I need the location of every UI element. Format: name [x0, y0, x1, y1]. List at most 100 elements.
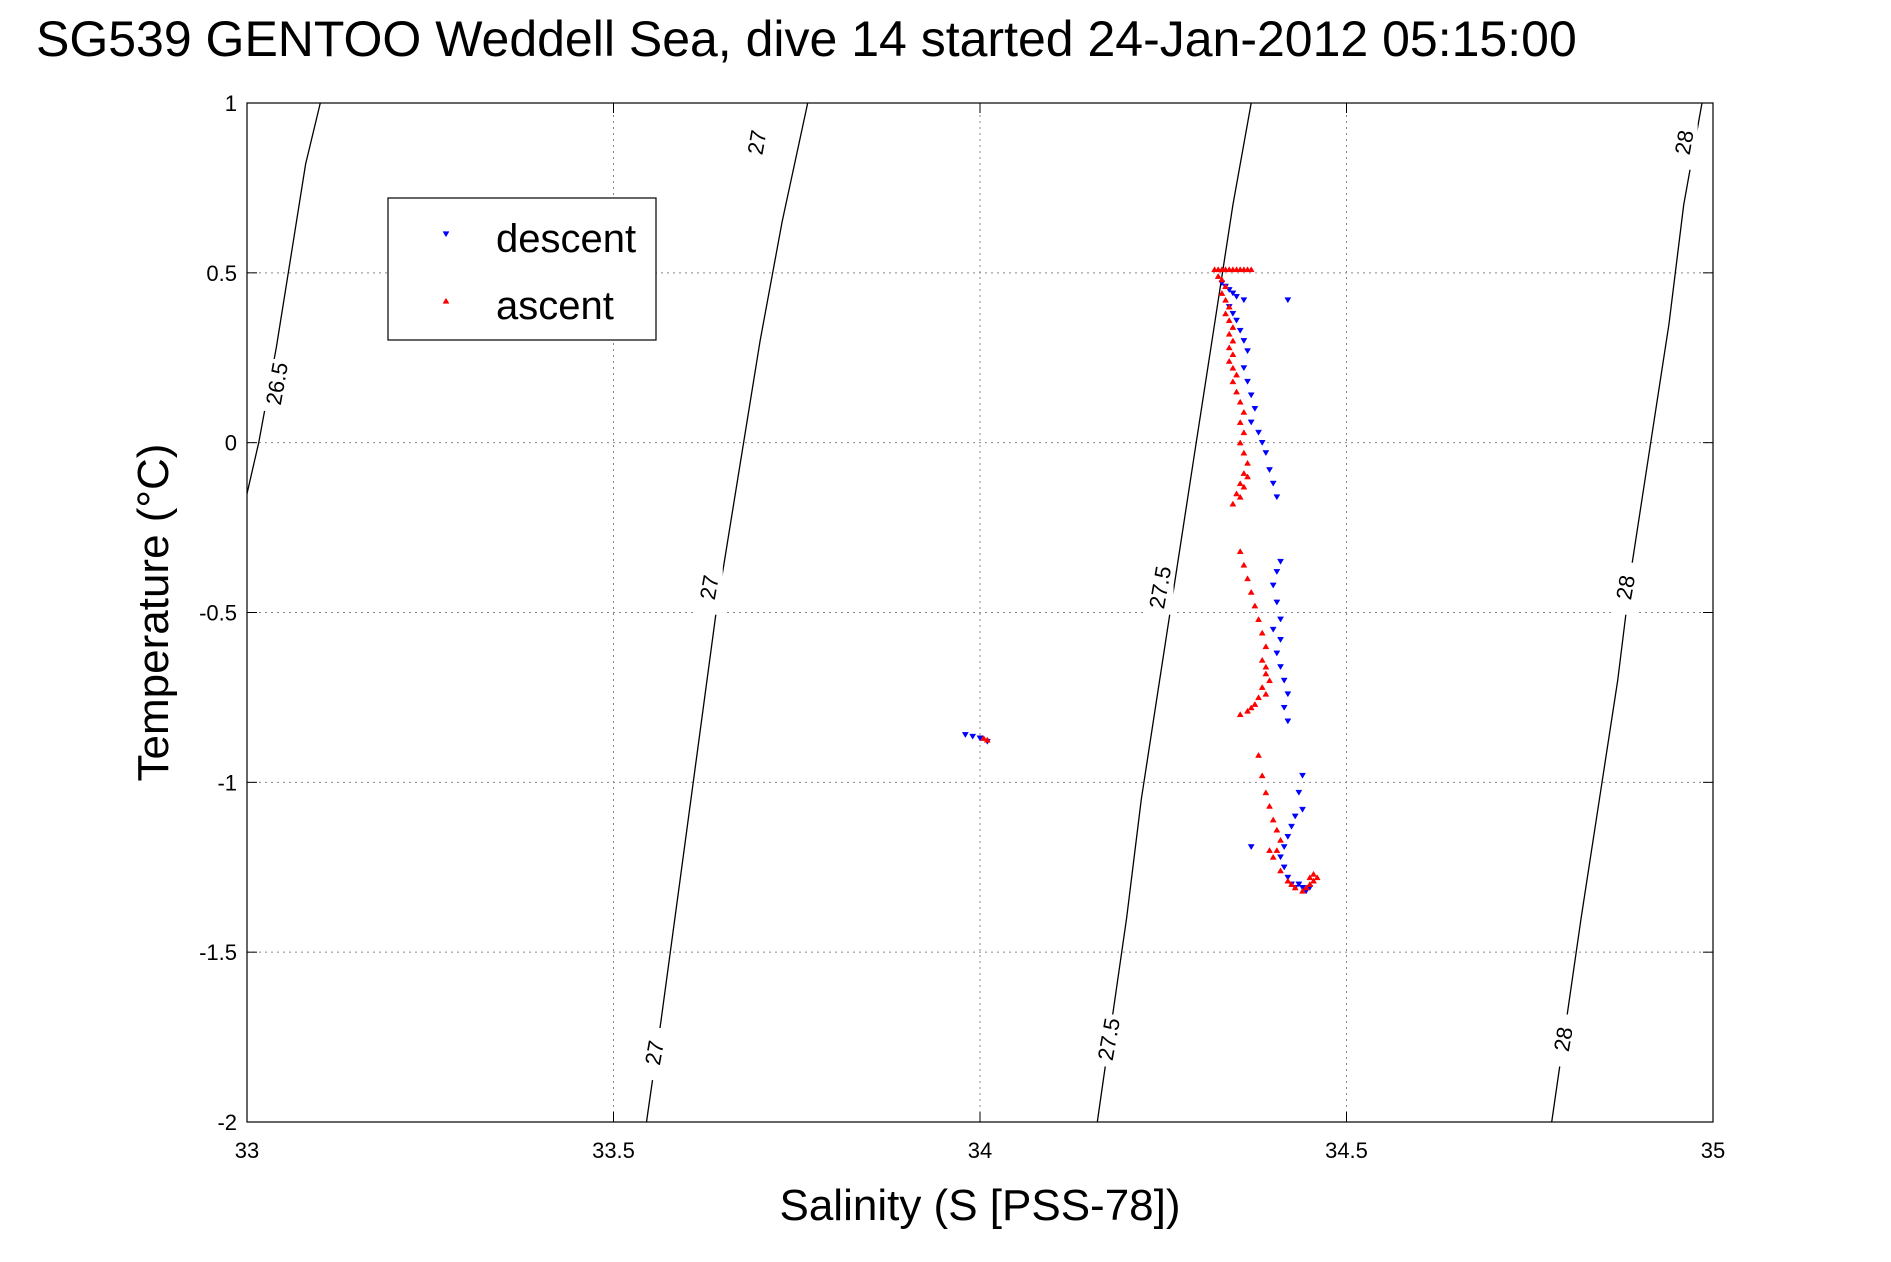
contour-label: 28: [1670, 128, 1699, 156]
descent-point: [1247, 419, 1255, 426]
ascent-point: [1236, 548, 1244, 555]
contour-label-bg: [1145, 562, 1174, 615]
ascent-point: [1244, 575, 1251, 582]
ascent-point: [1313, 874, 1321, 881]
contour-label: 28: [1549, 1025, 1578, 1053]
ascent-point: [1277, 836, 1284, 843]
descent-point: [1233, 317, 1240, 324]
ascent-point: [1229, 351, 1237, 358]
ascent-point: [1214, 273, 1222, 279]
y-tick-label: -2: [217, 1110, 237, 1135]
ascent-point: [1310, 877, 1317, 884]
x-tick-label: 34.5: [1325, 1138, 1368, 1163]
ascent-point: [1240, 470, 1248, 476]
descent-point: [1247, 392, 1255, 399]
descent-point: [1295, 881, 1303, 888]
descent-point: [1258, 440, 1266, 446]
ascent-point: [1225, 357, 1233, 364]
descent-point: [1280, 677, 1288, 684]
legend-box: [387, 197, 657, 341]
contour-label-bg: [262, 358, 291, 411]
descent-point: [1269, 480, 1277, 487]
ascent-point: [1233, 371, 1240, 378]
descent-point: [961, 732, 969, 738]
ascent-point: [1225, 317, 1233, 324]
contour-label: 27: [743, 128, 772, 156]
ascent-point: [1225, 330, 1233, 337]
ascent-point: [1306, 881, 1314, 887]
ascent-point: [1247, 588, 1255, 595]
ascent-point: [1244, 459, 1251, 466]
ascent-point: [1258, 684, 1266, 690]
ascent-point: [1229, 378, 1237, 385]
x-tick-label: 33: [235, 1138, 259, 1163]
ascent-point: [1255, 616, 1262, 622]
ascent-point: [1233, 490, 1240, 497]
ascent-point: [1236, 398, 1244, 405]
ascent-point: [1262, 670, 1270, 677]
descent-point: [1240, 297, 1248, 304]
ascent-point: [1225, 303, 1233, 310]
x-tick-label: 33.5: [592, 1138, 635, 1163]
ascent-point: [1222, 310, 1229, 317]
descent-point: [1273, 494, 1281, 501]
ascent-point: [1266, 802, 1273, 809]
descent-point: [1233, 293, 1240, 300]
ascent-point: [1255, 694, 1262, 701]
ascent-point: [1269, 816, 1277, 823]
descent-point: [1284, 691, 1292, 698]
x-tick-label: 34: [968, 1138, 992, 1163]
series-descent: [961, 280, 1314, 895]
descent-point: [1284, 297, 1292, 304]
descent-point: [1277, 616, 1284, 623]
ascent-point: [1222, 296, 1229, 303]
contour-label-bg: [639, 1028, 668, 1081]
descent-point: [1273, 650, 1281, 657]
contour-label-bg: [1548, 1014, 1577, 1067]
descent-point: [1291, 813, 1299, 820]
descent-point: [1273, 569, 1281, 575]
ascent-point: [1273, 847, 1281, 853]
ascent-point: [980, 734, 988, 741]
ascent-point: [1266, 847, 1273, 853]
ascent-point: [1222, 283, 1229, 290]
contour-label: 27: [695, 573, 724, 601]
ascent-point: [1244, 473, 1251, 480]
ascent-point: [1306, 874, 1314, 881]
legend-label-ascent: ascent: [496, 284, 614, 328]
descent-point: [1284, 834, 1292, 840]
y-tick-label: 1: [225, 91, 237, 116]
isopycnal-line: [1096, 102, 1252, 1123]
ascent-point: [1236, 493, 1244, 500]
data-points: [961, 266, 1321, 895]
ascent-point: [1299, 887, 1306, 894]
axis-ticks: 33 33.5 34 34.5 35 -2 -1.5 -1 -0.5 0 0.5 1: [199, 91, 1725, 1163]
ascent-point: [1240, 449, 1248, 456]
descent-point: [1229, 310, 1237, 317]
series-ascent: [980, 266, 1321, 894]
descent-point: [1277, 664, 1284, 671]
legend-label-descent: descent: [496, 217, 636, 261]
y-axis-label: Temperature (°C): [129, 444, 178, 782]
ascent-point: [1262, 643, 1270, 650]
ascent-point: [1225, 344, 1233, 351]
descent-point: [1251, 406, 1259, 412]
descent-point: [1229, 290, 1237, 297]
ascent-point: [1247, 704, 1255, 711]
ascent-point: [1277, 867, 1284, 874]
contour-label-bg: [1094, 1014, 1123, 1067]
ascent-point: [1240, 561, 1248, 568]
descent-point: [1244, 378, 1251, 385]
ascent-point: [1262, 690, 1270, 697]
descent-point: [1284, 718, 1292, 725]
ascent-point: [1229, 500, 1237, 507]
descent-point: [1280, 704, 1288, 711]
contour-label-bg: [1611, 562, 1640, 615]
descent-point: [1288, 823, 1295, 830]
descent-point: [1280, 864, 1288, 871]
descent-point: [1247, 844, 1255, 851]
contour-label-bg: [1669, 117, 1698, 170]
descent-point: [1299, 806, 1306, 813]
descent-point: [976, 735, 984, 742]
